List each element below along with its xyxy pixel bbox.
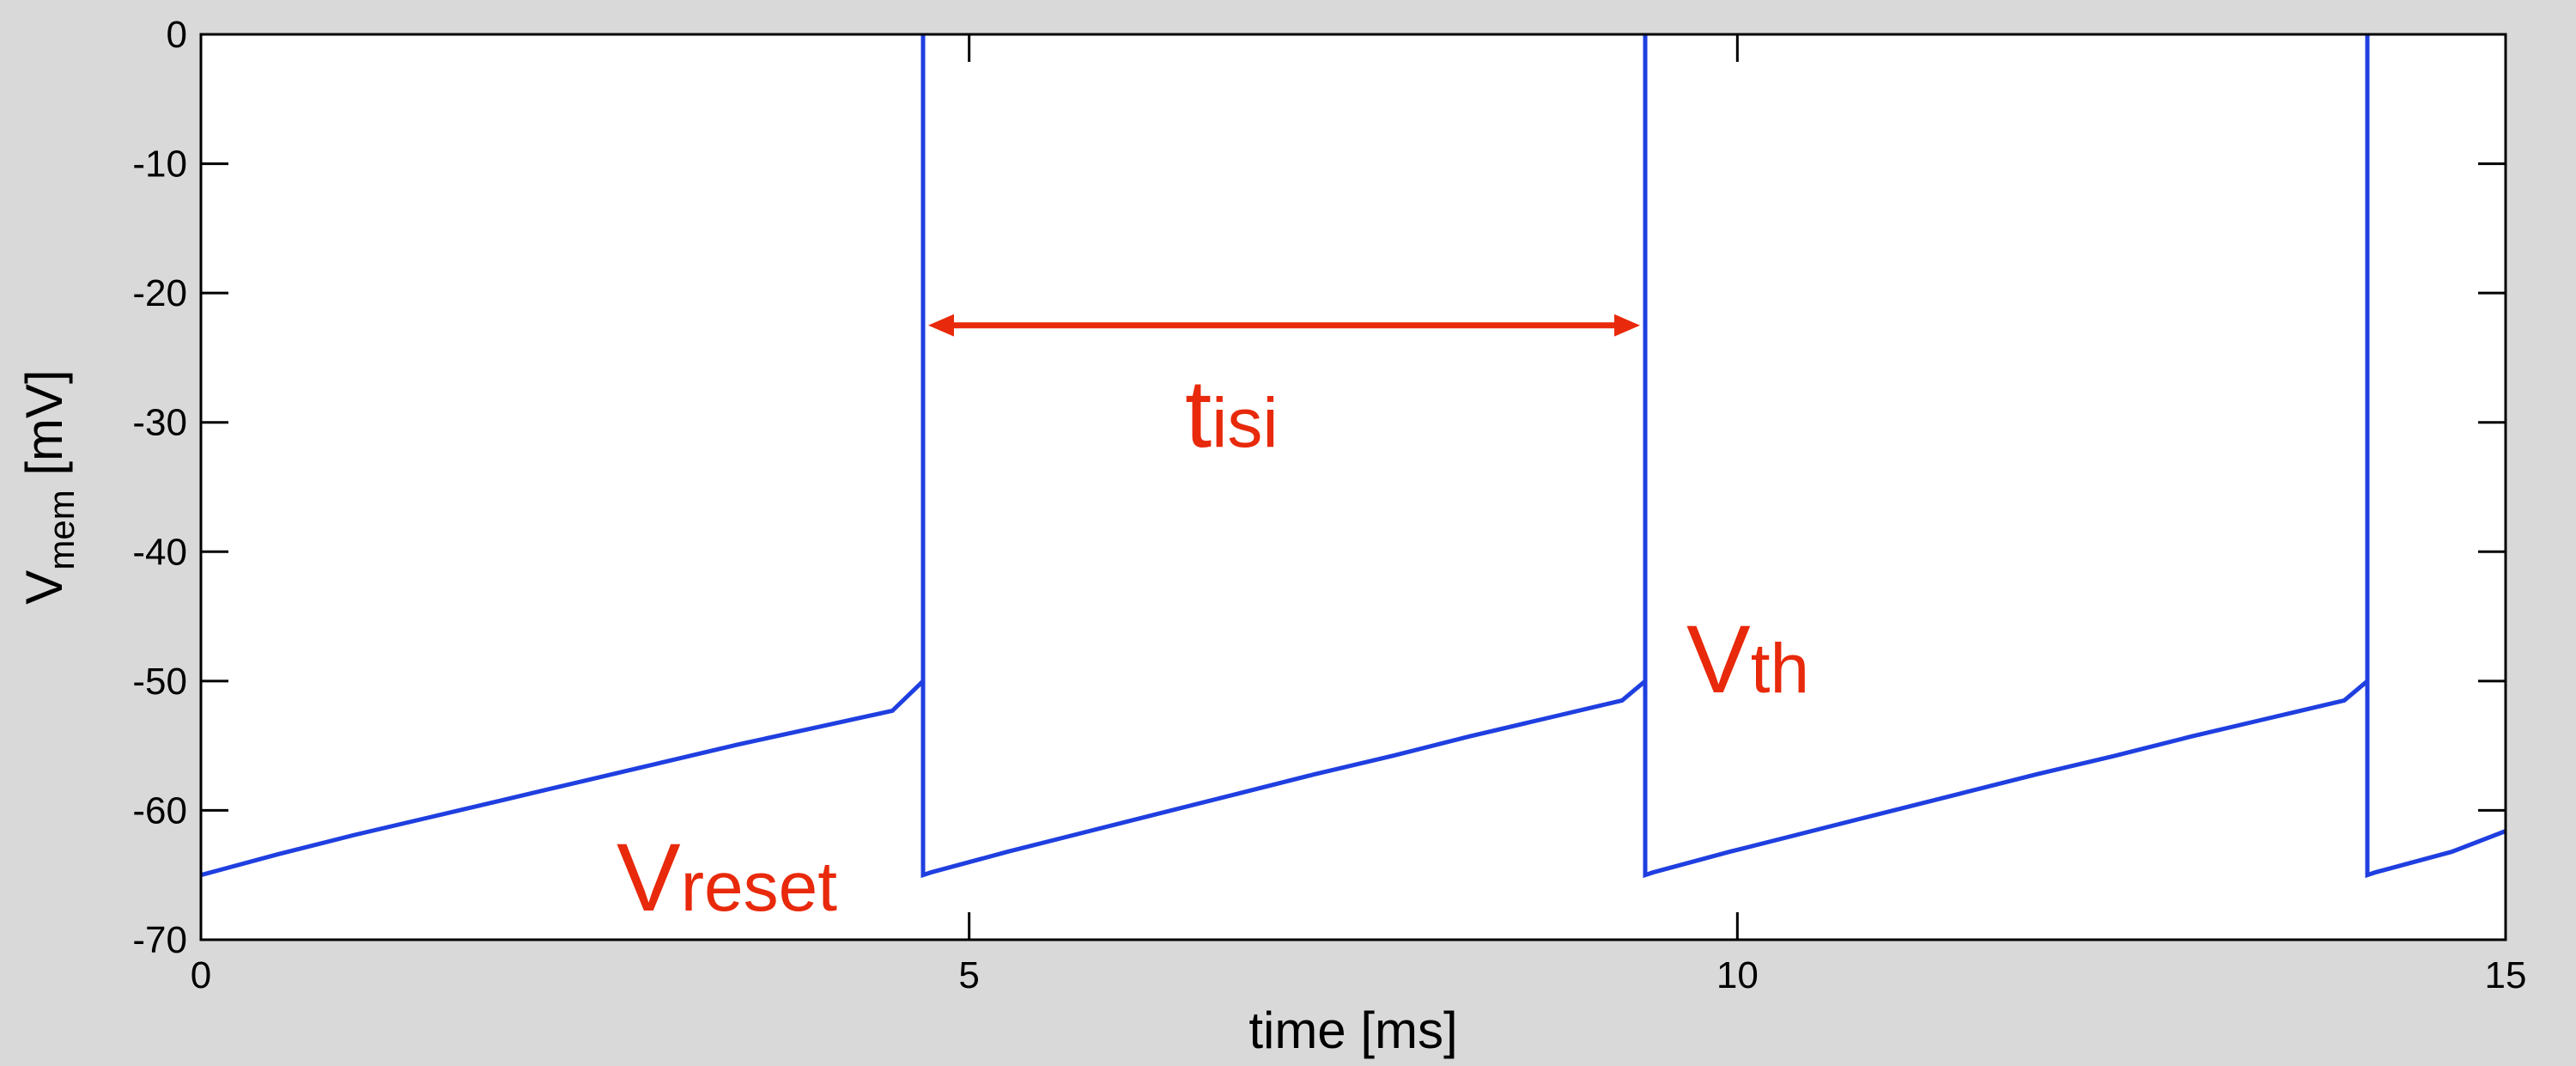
y-axis-label: Vmem [mV] bbox=[15, 369, 82, 604]
x-tick-label: 15 bbox=[2485, 954, 2527, 996]
isi-arrow-head-left bbox=[927, 314, 954, 337]
y-tick-label: -30 bbox=[132, 402, 187, 444]
plot-frame bbox=[199, 33, 2507, 941]
tisi-annotation: tisi bbox=[1185, 360, 1279, 467]
x-tick-labels: 0 5 10 15 bbox=[191, 954, 2527, 996]
y-tick-label: 0 bbox=[167, 14, 187, 56]
vth-main: V bbox=[1686, 606, 1751, 713]
y-axis-label-subscript: mem bbox=[41, 490, 82, 570]
isi-arrow bbox=[927, 314, 1640, 337]
vreset-subscript: reset bbox=[681, 848, 838, 926]
membrane-potential-line bbox=[200, 34, 2506, 879]
tisi-subscript: isi bbox=[1212, 384, 1278, 462]
isi-arrow-head-right bbox=[1613, 314, 1640, 337]
x-tick-label: 0 bbox=[191, 954, 211, 996]
y-tick-label: -70 bbox=[132, 919, 187, 961]
y-tick-label: -60 bbox=[132, 789, 187, 831]
y-tick-label: -40 bbox=[132, 531, 187, 573]
y-tick-labels: 0 -10 -20 -30 -40 -50 -60 -70 bbox=[132, 14, 187, 961]
vreset-annotation: Vreset bbox=[617, 824, 837, 931]
vreset-main: V bbox=[617, 824, 681, 931]
plot-area bbox=[201, 34, 2506, 940]
vth-subscript: th bbox=[1751, 630, 1809, 708]
x-axis-label: time [ms] bbox=[1249, 1002, 1457, 1059]
y-tick-label: -20 bbox=[132, 272, 187, 314]
x-tick-label: 10 bbox=[1716, 954, 1759, 996]
y-axis-label-unit: [mV] bbox=[15, 369, 73, 490]
vth-annotation: Vth bbox=[1686, 606, 1809, 713]
tisi-main: t bbox=[1185, 360, 1212, 467]
y-axis-label-main: V bbox=[15, 570, 73, 605]
x-tick-label: 5 bbox=[958, 954, 979, 996]
y-tick-label: -50 bbox=[132, 661, 187, 703]
y-tick-label: -10 bbox=[132, 143, 187, 186]
